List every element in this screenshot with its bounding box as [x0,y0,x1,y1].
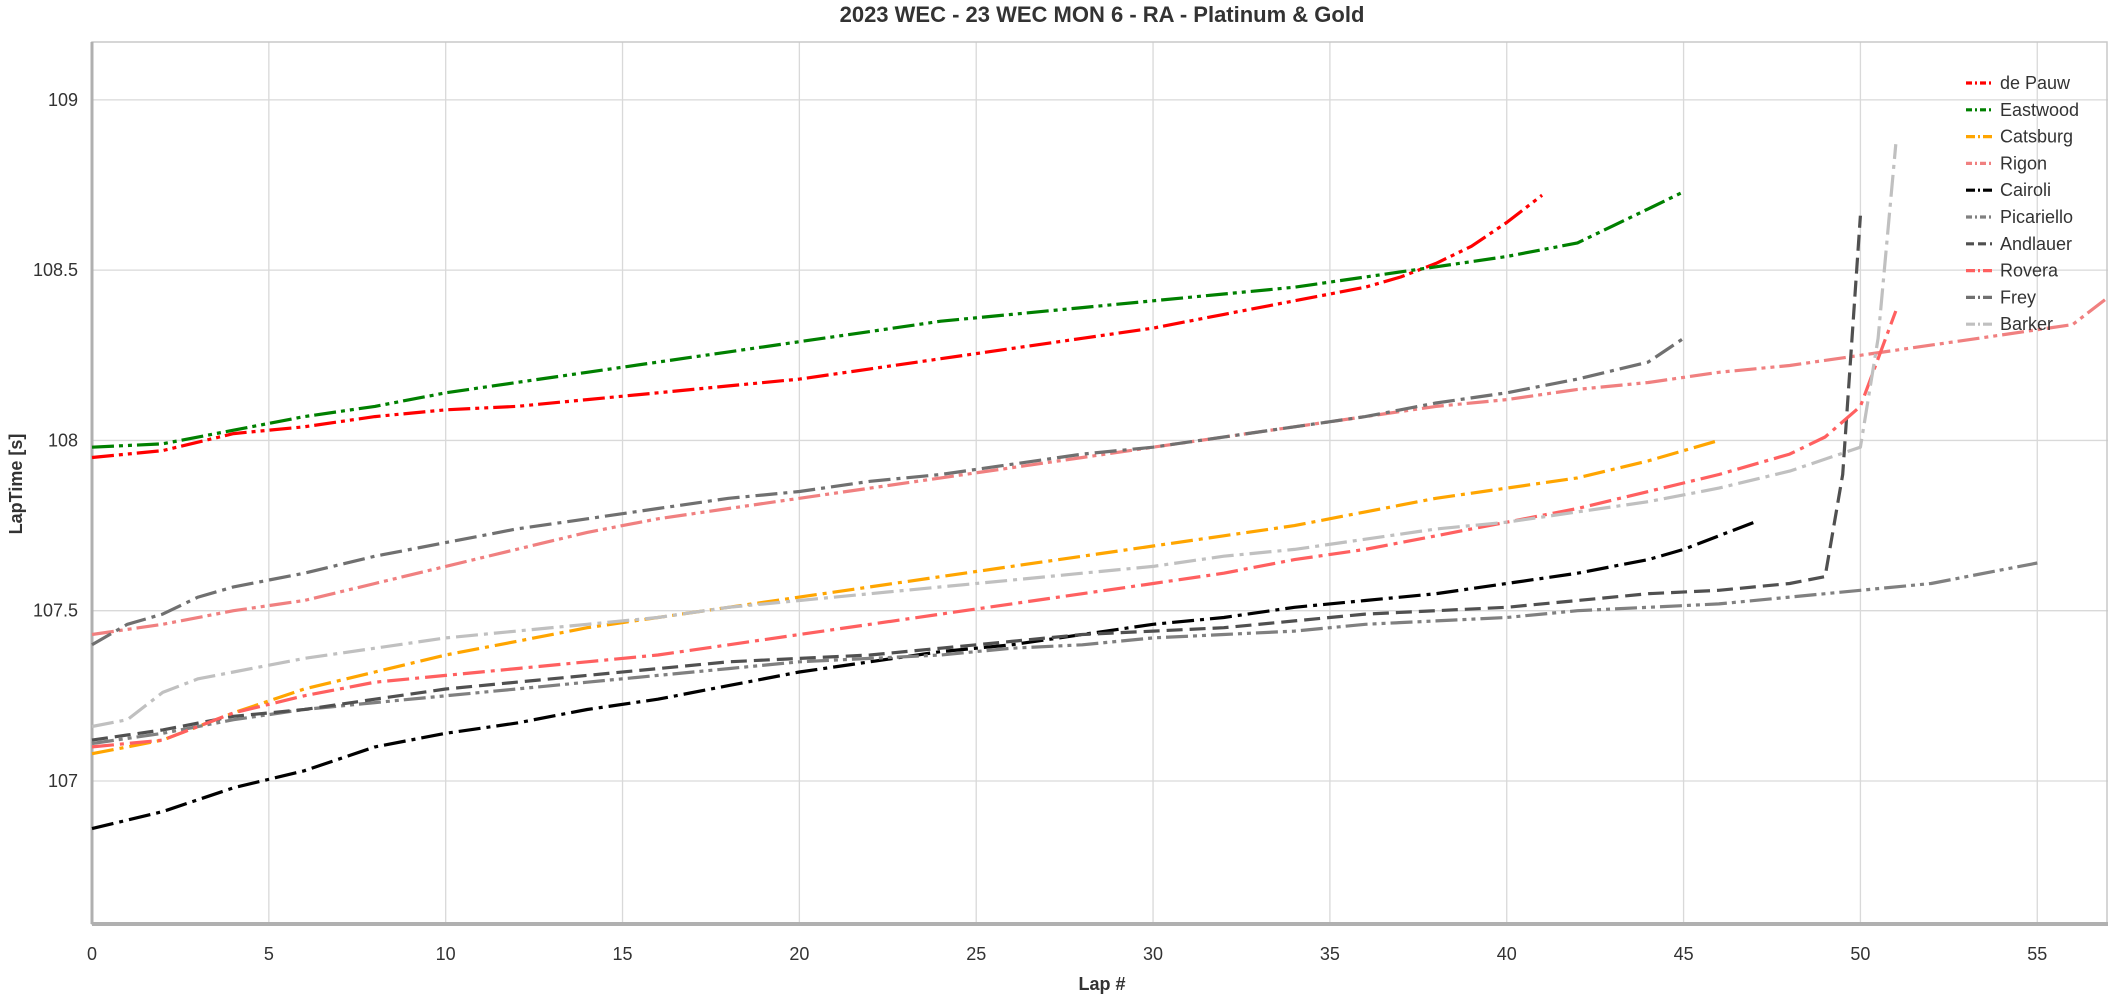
chart-title: 2023 WEC - 23 WEC MON 6 - RA - Platinum … [840,2,1365,27]
legend-item-label: Picariello [2000,207,2073,227]
legend-item-label: Eastwood [2000,100,2079,120]
legend-item-label: Catsburg [2000,127,2073,147]
y-tick-label: 109 [48,90,78,110]
grid [91,42,2108,924]
x-tick-label: 10 [436,944,456,964]
y-tick-label: 108 [48,430,78,450]
x-tick-label: 20 [789,944,809,964]
x-tick-label: 0 [87,944,97,964]
legend-item-label: Rovera [2000,261,2059,281]
plot-frame [91,41,2108,925]
legend-item-label: Frey [2000,287,2036,307]
x-tick-label: 30 [1143,944,1163,964]
legend-item-label: de Pauw [2000,73,2071,93]
y-tick-label: 107.5 [33,601,78,621]
x-tick-label: 55 [2027,944,2047,964]
y-tick-label: 107 [48,771,78,791]
x-tick-label: 45 [1674,944,1694,964]
series-line-andlauer [91,215,1862,742]
x-tick-label: 40 [1497,944,1517,964]
y-axis-label: LapTime [s] [6,434,26,535]
y-tick-label: 108.5 [33,260,78,280]
legend: de Pauw Eastwood Catsburg Rigon Cairoli Picar… [1966,73,2079,334]
x-tick-label: 5 [264,944,274,964]
series-layer [91,144,2108,831]
x-tick-label: 15 [613,944,633,964]
series-line-rigon [91,296,2108,637]
x-tick-label: 35 [1320,944,1340,964]
series-line-eastwood [91,190,1685,449]
axes [90,42,2108,926]
series-line-catsburg [91,438,1720,756]
tick-labels: 0 5 10 15 20 25 30 35 40 45 50 55 107 107.5 108 108.5 10… [33,90,2047,964]
series-line-de-pauw [91,193,1544,460]
series-line-cairoli [91,520,1755,831]
series-line-frey [91,336,1685,647]
legend-item-label: Barker [2000,314,2053,334]
legend-item-label: Rigon [2000,153,2047,173]
series-line-rovera [91,310,1898,749]
series-line-barker [91,144,1898,729]
series-line-picariello [91,561,2038,746]
legend-item-label: Cairoli [2000,180,2051,200]
x-tick-label: 50 [1850,944,1870,964]
legend-item-label: Andlauer [2000,234,2072,254]
x-axis-label: Lap # [1078,974,1125,994]
x-tick-label: 25 [966,944,986,964]
